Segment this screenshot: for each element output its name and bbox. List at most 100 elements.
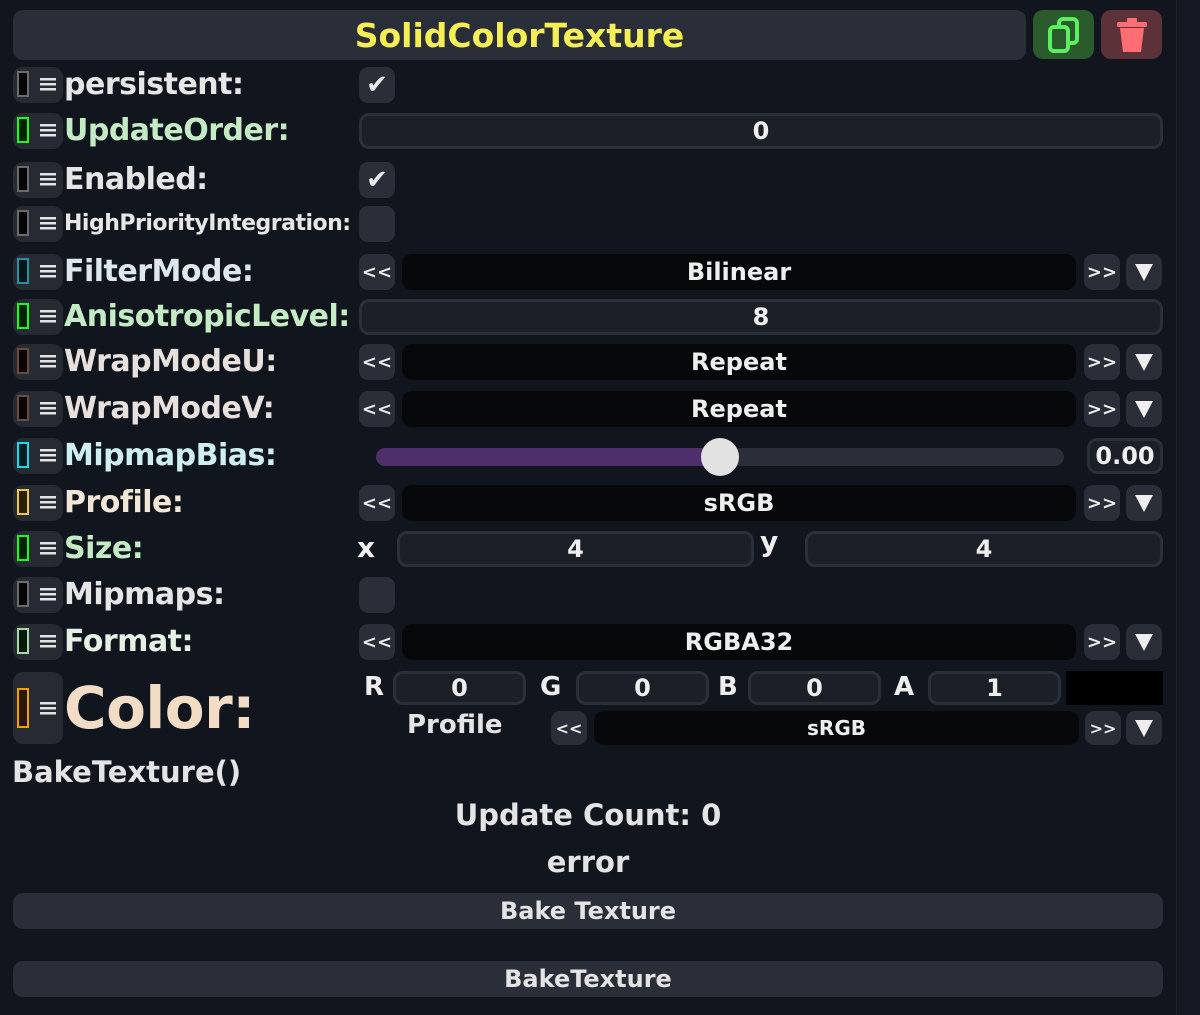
- mipmap-bias-input[interactable]: 0.00: [1087, 438, 1163, 474]
- field-label: MipmapBias:: [64, 438, 277, 473]
- wrap-u-dropdown[interactable]: [1126, 344, 1162, 380]
- menu-icon: [40, 217, 56, 231]
- high-priority-checkbox[interactable]: [359, 206, 395, 242]
- filter-mode-value[interactable]: Bilinear: [402, 254, 1076, 290]
- filter-mode-prev-button[interactable]: <<: [359, 254, 395, 290]
- field-handle[interactable]: [13, 344, 63, 380]
- update-count: Update Count: 0: [454, 798, 722, 832]
- size-y-input[interactable]: 4: [805, 531, 1163, 567]
- field-label: Format:: [64, 624, 194, 659]
- field-handle[interactable]: [13, 391, 63, 427]
- field-row-wrap-v: WrapModeV: << Repeat >>: [13, 389, 1163, 429]
- format-prev-button[interactable]: <<: [359, 624, 395, 660]
- slider-fill: [376, 448, 720, 466]
- bake-texture-method-button[interactable]: BakeTexture: [13, 961, 1163, 997]
- wrap-u-value[interactable]: Repeat: [402, 344, 1076, 380]
- a-input[interactable]: 1: [928, 671, 1061, 705]
- field-indicator: [17, 489, 29, 515]
- field-indicator: [17, 348, 29, 374]
- field-row-update-order: UpdateOrder: 0: [13, 111, 1163, 151]
- color-profile-dropdown[interactable]: [1126, 711, 1162, 745]
- color-profile-prev[interactable]: <<: [551, 711, 587, 745]
- field-handle[interactable]: [13, 206, 63, 242]
- format-value[interactable]: RGBA32: [402, 624, 1076, 660]
- field-label: persistent:: [64, 67, 244, 102]
- field-label: Enabled:: [64, 162, 208, 197]
- component-title: SolidColorTexture: [354, 15, 685, 55]
- color-profile-next[interactable]: >>: [1085, 711, 1121, 745]
- field-handle[interactable]: [13, 67, 63, 103]
- field-label: HighPriorityIntegration:: [64, 211, 351, 236]
- format-dropdown[interactable]: [1126, 624, 1162, 660]
- wrap-v-value[interactable]: Repeat: [402, 391, 1076, 427]
- field-row-high-priority: HighPriorityIntegration:: [13, 204, 1163, 244]
- duplicate-button[interactable]: [1033, 10, 1094, 59]
- slider-knob[interactable]: [701, 438, 739, 476]
- update-order-input[interactable]: 0: [359, 113, 1163, 149]
- field-indicator: [17, 71, 29, 97]
- persistent-checkbox[interactable]: ✔: [359, 67, 395, 103]
- component-header[interactable]: SolidColorTexture: [13, 10, 1026, 60]
- field-label: AnisotropicLevel:: [64, 299, 350, 334]
- enabled-checkbox[interactable]: ✔: [359, 162, 395, 198]
- field-label: Size:: [64, 531, 144, 566]
- size-x-input[interactable]: 4: [397, 531, 754, 567]
- filter-mode-next-button[interactable]: >>: [1084, 254, 1120, 290]
- status-text: error: [546, 845, 630, 879]
- field-row-persistent: persistent: ✔: [13, 65, 1163, 105]
- menu-icon: [40, 402, 56, 416]
- field-label: Color:: [64, 674, 255, 742]
- field-handle[interactable]: [13, 113, 63, 149]
- menu-icon: [40, 449, 56, 463]
- profile-dropdown[interactable]: [1126, 485, 1162, 521]
- color-swatch[interactable]: [1066, 671, 1163, 705]
- field-row-mipmap-bias: MipmapBias: 0.00: [13, 436, 1163, 476]
- field-indicator: [17, 628, 29, 654]
- g-input[interactable]: 0: [576, 671, 709, 705]
- field-row-mipmaps: Mipmaps:: [13, 575, 1163, 615]
- wrap-u-prev-button[interactable]: <<: [359, 344, 395, 380]
- r-input[interactable]: 0: [393, 671, 526, 705]
- bake-texture-button[interactable]: Bake Texture: [13, 893, 1163, 929]
- field-handle[interactable]: [13, 254, 63, 290]
- field-handle[interactable]: [13, 485, 63, 521]
- field-handle[interactable]: [13, 624, 63, 660]
- profile-prev-button[interactable]: <<: [359, 485, 395, 521]
- wrap-u-next-button[interactable]: >>: [1084, 344, 1120, 380]
- field-handle[interactable]: [13, 672, 63, 744]
- chevron-down-icon: [1135, 353, 1153, 371]
- color-profile-label: Profile: [407, 710, 503, 740]
- field-handle[interactable]: [13, 299, 63, 335]
- anisotropic-input[interactable]: 8: [359, 299, 1163, 335]
- b-input[interactable]: 0: [748, 671, 881, 705]
- menu-icon: [40, 496, 56, 510]
- method-label: BakeTexture(): [12, 755, 242, 789]
- field-label: Mipmaps:: [64, 577, 225, 612]
- wrap-v-dropdown[interactable]: [1126, 391, 1162, 427]
- field-handle[interactable]: [13, 162, 63, 198]
- field-handle[interactable]: [13, 438, 63, 474]
- field-row-enabled: Enabled: ✔: [13, 160, 1163, 200]
- format-next-button[interactable]: >>: [1084, 624, 1120, 660]
- profile-value[interactable]: sRGB: [402, 485, 1076, 521]
- field-indicator: [17, 258, 29, 284]
- x-label: x: [357, 531, 376, 564]
- chevron-down-icon: [1135, 400, 1153, 418]
- field-indicator: [17, 535, 29, 561]
- a-label: A: [894, 672, 915, 702]
- wrap-v-prev-button[interactable]: <<: [359, 391, 395, 427]
- menu-icon: [40, 173, 56, 187]
- r-label: R: [364, 672, 385, 702]
- wrap-v-next-button[interactable]: >>: [1084, 391, 1120, 427]
- mipmaps-checkbox[interactable]: [359, 577, 395, 613]
- color-profile-value[interactable]: sRGB: [594, 711, 1079, 745]
- menu-icon: [40, 124, 56, 138]
- filter-mode-dropdown[interactable]: [1126, 254, 1162, 290]
- y-label: y: [760, 525, 779, 558]
- field-handle[interactable]: [13, 577, 63, 613]
- field-handle[interactable]: [13, 531, 63, 567]
- delete-button[interactable]: [1101, 10, 1162, 59]
- field-indicator: [17, 166, 29, 192]
- profile-next-button[interactable]: >>: [1084, 485, 1120, 521]
- scrollbar[interactable]: [1176, 0, 1200, 1015]
